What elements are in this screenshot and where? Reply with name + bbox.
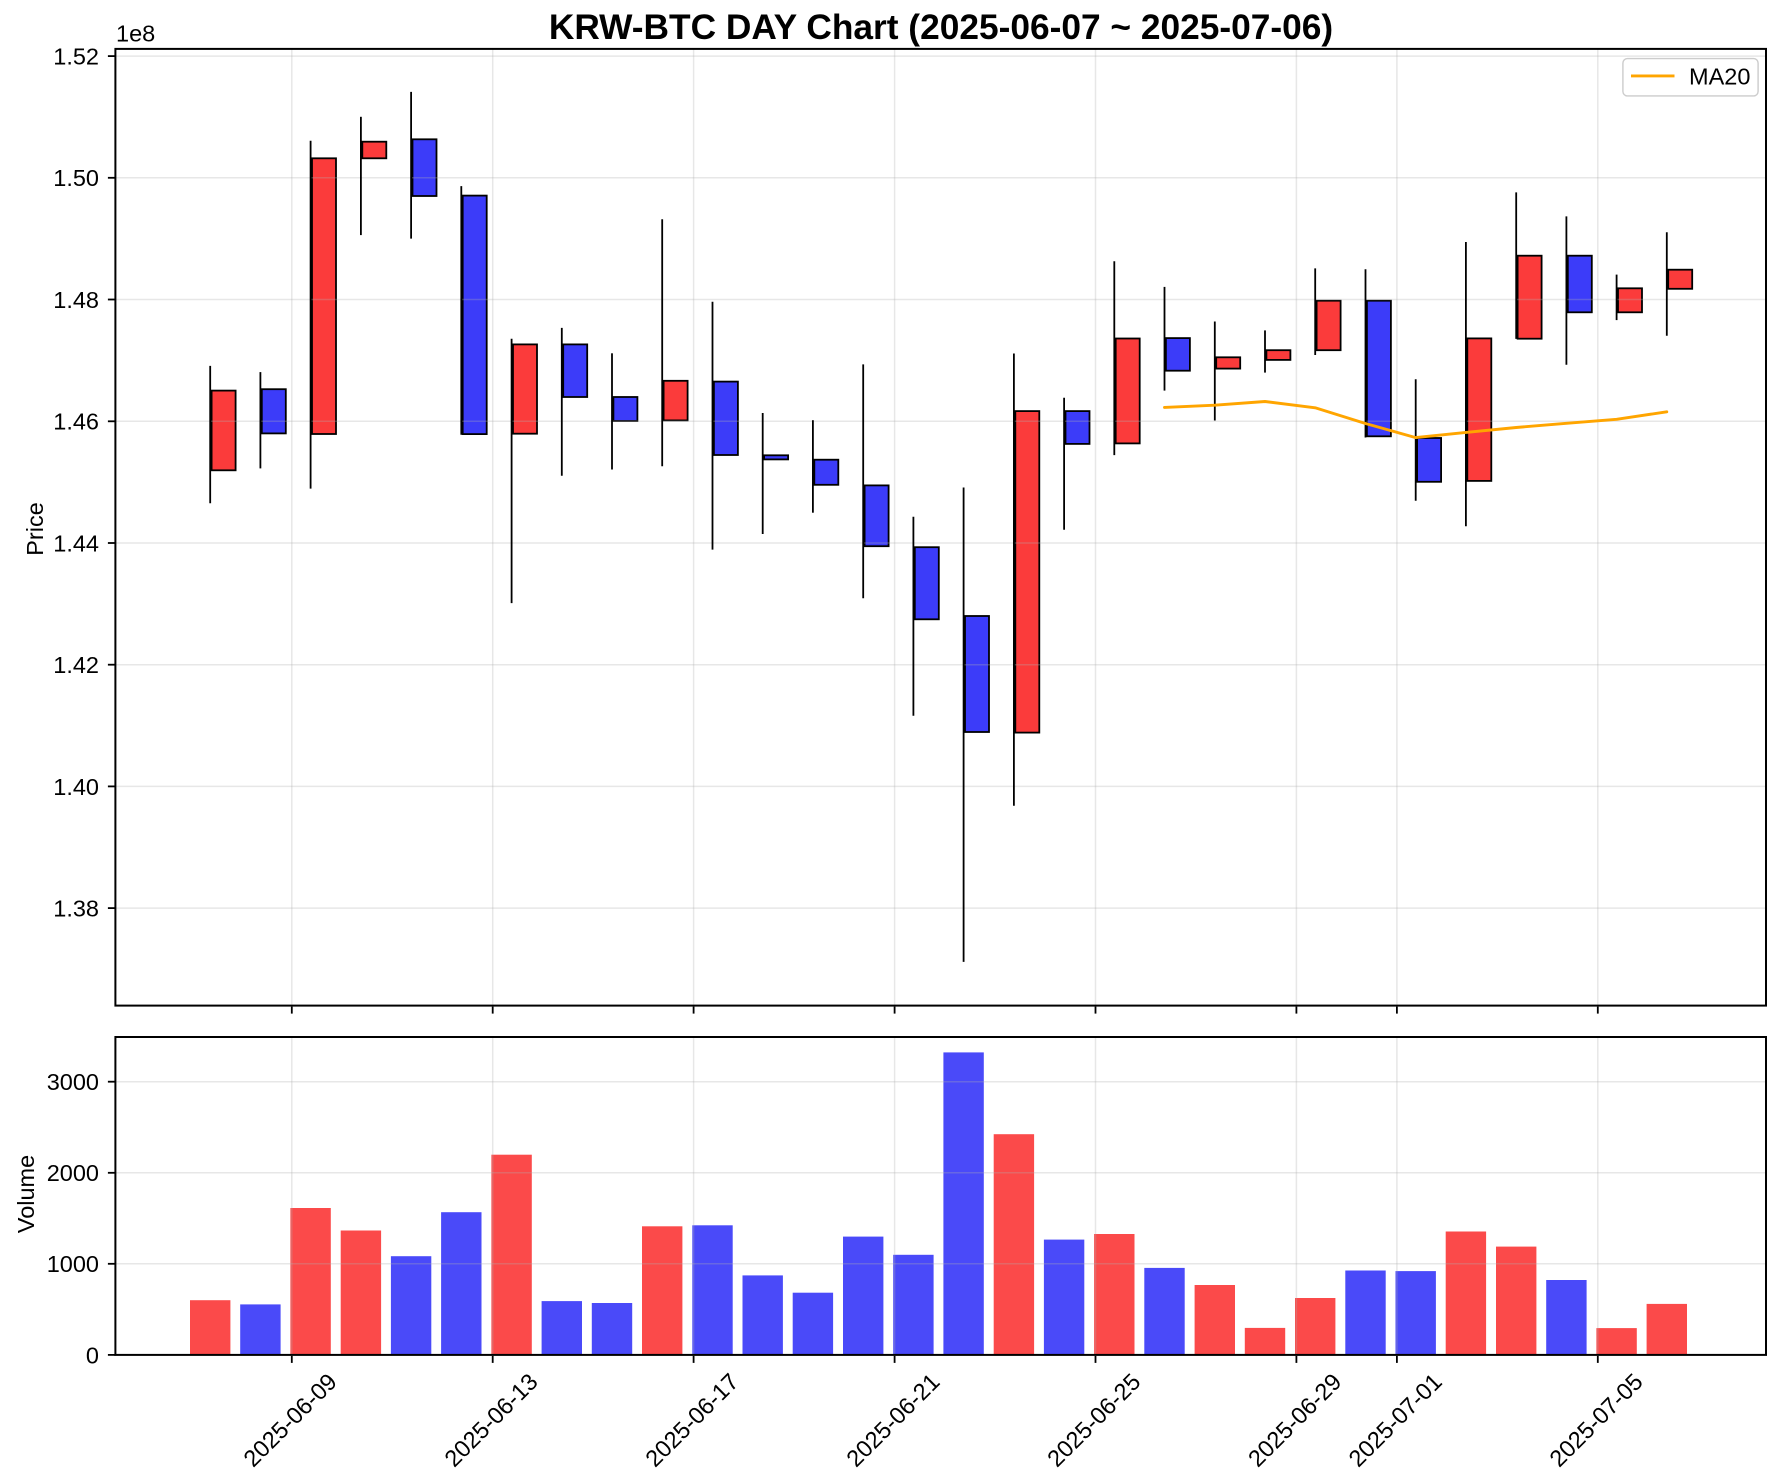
svg-text:1.38: 1.38 (53, 896, 99, 922)
svg-text:1.46: 1.46 (53, 409, 99, 435)
svg-text:1e8: 1e8 (116, 21, 155, 47)
svg-text:1.40: 1.40 (53, 774, 99, 800)
svg-text:2000: 2000 (47, 1160, 99, 1186)
svg-text:0: 0 (86, 1342, 99, 1368)
svg-text:1.50: 1.50 (53, 165, 99, 191)
svg-text:KRW-BTC DAY Chart (2025-06-07: KRW-BTC DAY Chart (2025-06-07 ~ 2025-07-… (549, 8, 1333, 47)
svg-text:Volume: Volume (13, 1155, 39, 1233)
svg-text:1.42: 1.42 (53, 652, 99, 678)
svg-text:Price: Price (22, 502, 48, 556)
svg-text:1.52: 1.52 (53, 44, 99, 70)
svg-text:1000: 1000 (47, 1251, 99, 1277)
svg-text:1.44: 1.44 (53, 530, 99, 556)
svg-text:1.48: 1.48 (53, 287, 99, 313)
svg-text:MA20: MA20 (1689, 64, 1750, 90)
svg-text:3000: 3000 (47, 1069, 99, 1095)
